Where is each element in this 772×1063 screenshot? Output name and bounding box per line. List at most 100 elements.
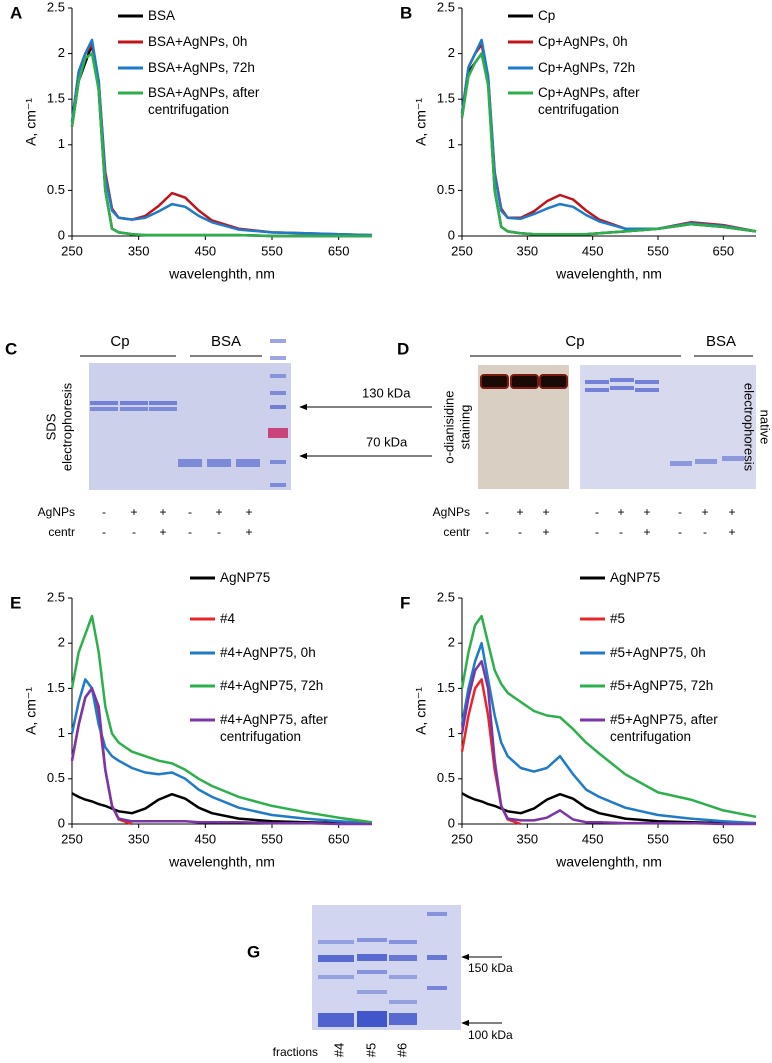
y-tick-label: 2 (448, 635, 455, 650)
sign: + (617, 505, 624, 519)
x-tick-label: 550 (261, 831, 283, 846)
marker-label: 130 kDa (362, 385, 411, 400)
sign: - (485, 505, 489, 519)
y-tick-label: 2.5 (47, 0, 65, 14)
gel-bands (318, 912, 447, 1027)
gel-bands (90, 339, 288, 487)
sign: + (542, 505, 549, 519)
legend-entry: BSA (148, 8, 176, 23)
side-label: electrophoresis (59, 382, 74, 471)
gel (312, 905, 461, 1030)
panel-label: C (5, 339, 17, 358)
sign: + (215, 505, 222, 519)
legend-entry: Cp+AgNPs, after centrifugation (538, 85, 640, 117)
sign: + (245, 525, 252, 539)
y-tick-label: 1.5 (437, 91, 455, 106)
lane-label: #4 (331, 1043, 346, 1057)
y-tick-label: 1 (448, 725, 455, 740)
sign: + (643, 525, 650, 539)
legend-entry: #5+AgNP75, after centrifugation (610, 712, 718, 744)
series-line (71, 792, 372, 825)
sign: + (701, 505, 708, 519)
x-axis-label: wavelenghth, nm (168, 854, 275, 870)
series-line (460, 641, 757, 825)
series-line (460, 52, 757, 236)
axis-label: fractions (273, 1045, 318, 1059)
y-tick-label: 1 (58, 725, 65, 740)
y-tick-label: 1.5 (47, 680, 65, 695)
lane-label: #6 (394, 1043, 409, 1057)
x-tick-label: 550 (261, 243, 283, 258)
x-axis-label: wavelenghth, nm (168, 266, 275, 282)
side-label: electrophoresis (742, 383, 757, 472)
row-label: AgNPs (38, 505, 75, 519)
row-label: centr (443, 525, 470, 539)
sign: + (516, 505, 523, 519)
panel-label: E (10, 593, 21, 612)
sign: - (188, 505, 192, 519)
legend-entry: #4+AgNP75, 72h (220, 678, 324, 693)
series-line (70, 687, 372, 826)
side-label: staining (457, 405, 472, 450)
legend-entry: #4+AgNP75, 0h (220, 645, 316, 660)
sign: - (132, 525, 136, 539)
x-tick-label: 250 (451, 243, 473, 258)
group-label: BSA (706, 333, 736, 350)
legend-entry: AgNP75 (610, 570, 661, 585)
y-axis-label: A, cm⁻¹ (23, 98, 39, 146)
sign: - (678, 505, 682, 519)
y-tick-label: 0.5 (47, 770, 65, 785)
series-line (460, 614, 757, 819)
x-tick-label: 650 (328, 831, 350, 846)
x-tick-label: 550 (647, 243, 669, 258)
sign: + (643, 505, 650, 519)
y-tick-label: 2.5 (437, 0, 455, 14)
x-tick-label: 350 (516, 831, 538, 846)
legend-entry: #4+AgNP75, after centrifugation (220, 712, 328, 744)
gel (89, 363, 291, 490)
legend-entry: Cp+AgNPs, 0h (538, 34, 628, 49)
y-axis-label: A, cm⁻¹ (23, 687, 39, 735)
series-line (70, 687, 133, 826)
panel-label: B (400, 3, 412, 22)
row-label: centr (48, 525, 75, 539)
sign: - (217, 525, 221, 539)
y-tick-label: 0.5 (437, 770, 455, 785)
x-tick-label: 650 (712, 243, 734, 258)
x-tick-label: 450 (582, 243, 604, 258)
gel (580, 365, 756, 489)
x-tick-label: 650 (712, 831, 734, 846)
series-line (70, 38, 373, 237)
x-tick-label: 350 (516, 243, 538, 258)
sign: + (130, 505, 137, 519)
marker-label: 70 kDa (366, 434, 408, 449)
panel-label: F (400, 593, 410, 612)
y-tick-label: 2.5 (47, 589, 65, 604)
x-axis-label: wavelenghth, nm (555, 266, 662, 282)
marker-label: 100 kDa (468, 1028, 513, 1042)
series-line (70, 614, 373, 824)
y-tick-label: 0.5 (47, 182, 65, 197)
x-tick-label: 450 (582, 831, 604, 846)
x-tick-label: 250 (61, 831, 83, 846)
x-tick-label: 250 (61, 243, 83, 258)
side-label: o-dianisidine (441, 391, 456, 464)
sign: - (102, 505, 106, 519)
y-tick-label: 1.5 (47, 91, 65, 106)
legend-entry: #4 (220, 611, 236, 626)
legend-entry: BSA+AgNPs, after centrifugation (148, 85, 260, 117)
sign: + (159, 525, 166, 539)
legend-entry: #5+AgNP75, 0h (610, 645, 706, 660)
row-label: AgNPs (433, 505, 470, 519)
group-label: Cp (565, 333, 584, 350)
side-label: native (758, 410, 772, 445)
y-tick-label: 0 (58, 815, 65, 830)
y-tick-label: 0.5 (437, 182, 455, 197)
sign: - (518, 525, 522, 539)
legend-entry: Cp+AgNPs, 72h (538, 60, 636, 75)
x-tick-label: 350 (128, 243, 150, 258)
panel-label: G (247, 942, 260, 961)
x-tick-label: 350 (128, 831, 150, 846)
y-tick-label: 1 (448, 136, 455, 151)
